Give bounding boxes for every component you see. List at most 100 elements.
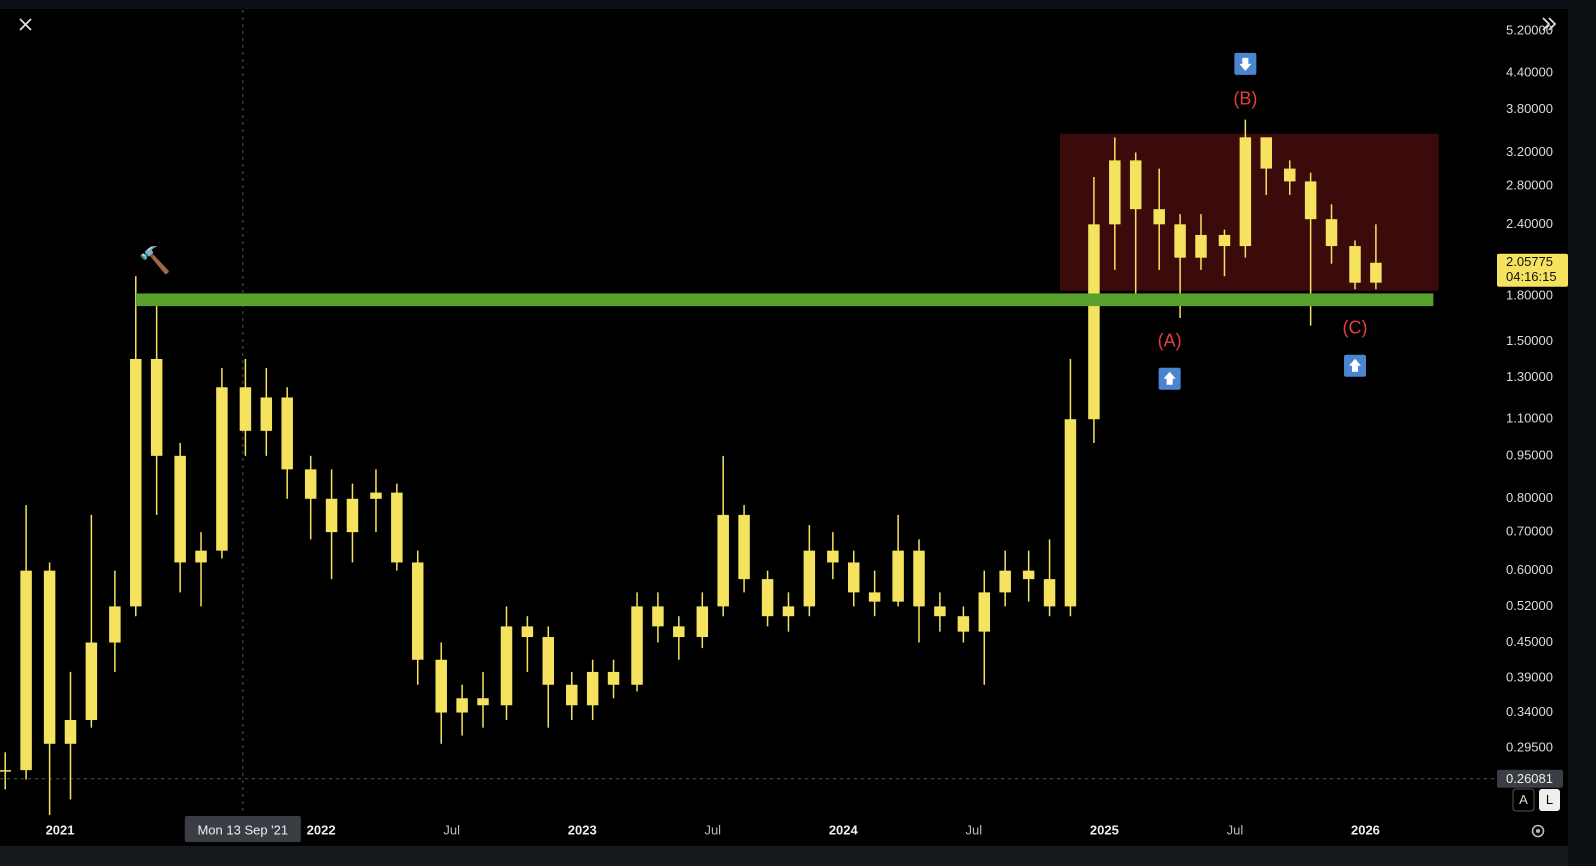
support-zone (135, 293, 1434, 307)
candle-body (174, 455, 186, 563)
candle-body (195, 550, 207, 563)
x-tick-label: 2023 (568, 822, 597, 837)
candle-body (500, 626, 513, 706)
log-label: L (1546, 792, 1553, 807)
candle-body (957, 616, 970, 632)
candle-body (1088, 224, 1100, 420)
candle-body (216, 387, 228, 551)
candle-body (1218, 234, 1231, 247)
close-button[interactable] (19, 18, 32, 31)
y-tick-label: 2.80000 (1506, 177, 1553, 192)
y-tick-label: 0.29500 (1506, 739, 1553, 754)
x-tick-label: Jul (443, 822, 460, 837)
candle-body (109, 606, 121, 643)
wave-label: (B) (1233, 89, 1257, 109)
last-price-label: 2.05775 (1506, 254, 1553, 269)
hammer-icon: 🔨 (139, 245, 171, 275)
signal-arrow (1239, 57, 1252, 71)
candle-body (0, 770, 11, 772)
candle-body (1370, 262, 1382, 283)
candle-body (542, 637, 555, 685)
candle-body (738, 514, 750, 580)
candle-body (1239, 137, 1252, 247)
candle-body (696, 606, 709, 638)
x-tick-label: 2021 (46, 822, 75, 837)
y-tick-label: 0.70000 (1506, 524, 1553, 539)
candle-body (521, 626, 534, 638)
side-strip (1568, 0, 1596, 866)
crosshair-date-label: Mon 13 Sep '21 (197, 822, 288, 837)
candle-body (1043, 579, 1056, 607)
candle-body (304, 469, 317, 499)
crosshair-price-label: 0.26081 (1506, 771, 1553, 786)
candle-body (130, 358, 142, 607)
plot-area (0, 10, 1496, 815)
candle-body (150, 358, 163, 456)
y-tick-label: 4.40000 (1506, 64, 1553, 79)
candle-body (346, 498, 359, 533)
x-tick-label: 2022 (307, 822, 336, 837)
candle-body (1349, 246, 1361, 283)
crosshair-date-box (184, 816, 301, 842)
bottom-strip (0, 846, 1596, 866)
candle-body (260, 397, 273, 431)
signal-arrow (1349, 358, 1362, 372)
settings-button[interactable] (1531, 824, 1545, 838)
candle-body (391, 492, 403, 563)
countdown-label: 04:16:15 (1506, 269, 1557, 284)
candle-body (566, 684, 578, 706)
y-tick-label: 3.20000 (1506, 144, 1553, 159)
candle-body (370, 492, 382, 499)
candle-body (1109, 160, 1121, 225)
candle-body (64, 719, 77, 744)
y-tick-label: 3.80000 (1506, 101, 1553, 116)
signal-arrow (1163, 371, 1176, 385)
y-tick-label: 0.34000 (1506, 704, 1553, 719)
x-tick-label: 2026 (1351, 822, 1380, 837)
candle-body (1174, 224, 1186, 258)
collapse-button[interactable] (1542, 17, 1557, 31)
wave-label: (A) (1158, 330, 1182, 350)
y-tick-label: 1.80000 (1506, 288, 1553, 303)
auto-label: A (1519, 792, 1528, 807)
candle-body (586, 671, 599, 706)
y-tick-label: 1.30000 (1506, 369, 1553, 384)
y-tick-label: 5.20000 (1506, 23, 1553, 38)
y-tick-label: 0.60000 (1506, 562, 1553, 577)
candle-body (1325, 219, 1338, 247)
candle-body (20, 570, 32, 771)
candle-body (892, 550, 904, 602)
x-tick-label: 2024 (829, 822, 859, 837)
price-axis: 5.20000 4.40000 3.80000 3.20000 2.80000 2.400… (1506, 23, 1553, 755)
candle-body (782, 606, 795, 617)
candle-body (631, 606, 643, 685)
x-tick-label: Jul (966, 822, 983, 837)
top-strip (0, 0, 1596, 9)
y-tick-label: 0.39000 (1506, 670, 1553, 685)
crosshair-price-box (1497, 769, 1563, 788)
log-button[interactable] (1539, 789, 1560, 811)
candle-body (1129, 160, 1142, 210)
x-tick-label: Jul (704, 822, 721, 837)
candle-body (85, 642, 98, 720)
candle-body (43, 570, 56, 744)
candle-body (652, 606, 664, 627)
candle-body (999, 570, 1011, 593)
candle-body (456, 698, 468, 713)
candle-body (1284, 168, 1296, 182)
candle-body (281, 397, 293, 470)
candle-body (1195, 234, 1207, 258)
candle-body (717, 514, 729, 607)
candle-body (934, 606, 946, 617)
auto-button[interactable] (1512, 788, 1535, 812)
y-tick-label: 0.45000 (1506, 634, 1553, 649)
candle-body (847, 562, 860, 593)
y-tick-label: 0.95000 (1506, 447, 1553, 462)
candle-body (913, 550, 925, 607)
candle-body (673, 626, 685, 638)
candle-body (978, 592, 991, 632)
candle-body (1064, 419, 1077, 607)
